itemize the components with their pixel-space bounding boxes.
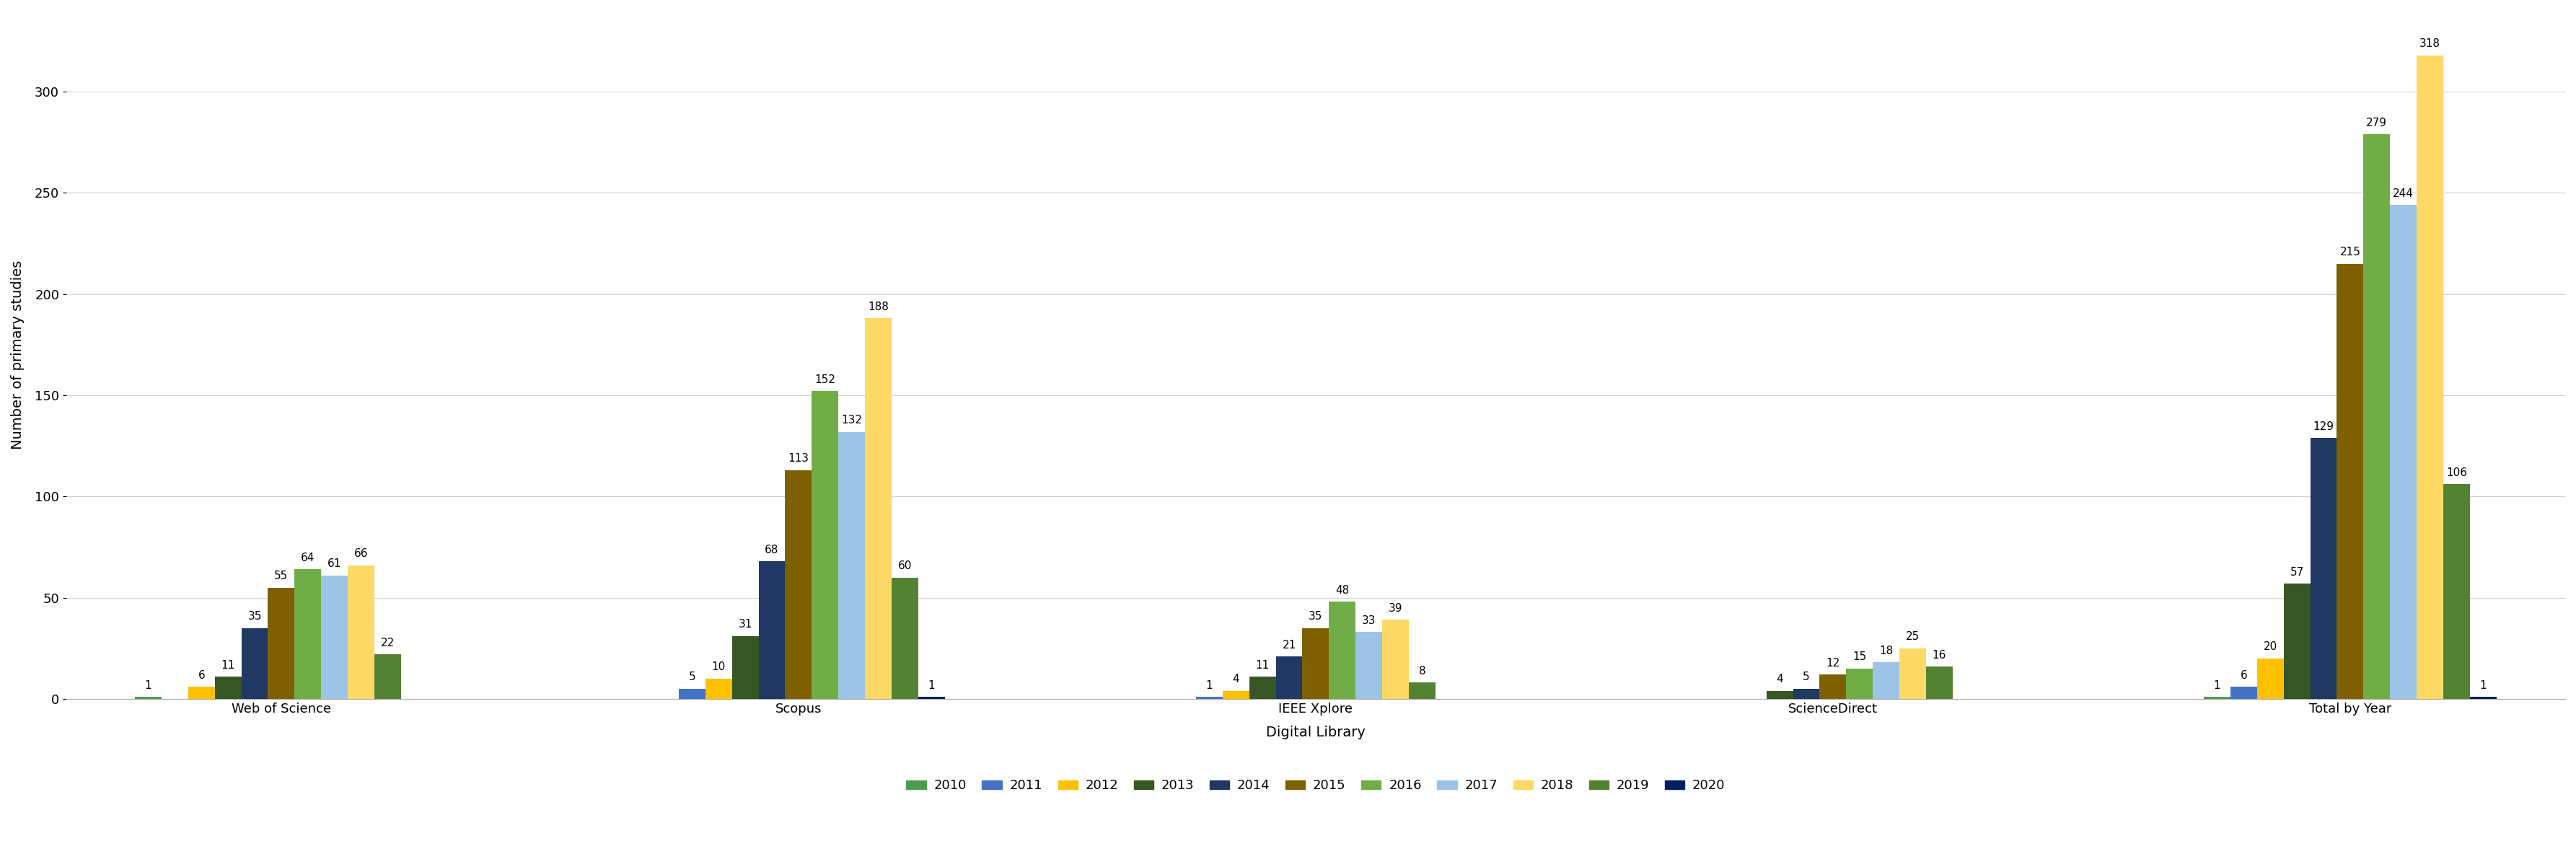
Text: 20: 20 xyxy=(2264,642,2277,652)
Text: 31: 31 xyxy=(739,619,752,630)
Bar xyxy=(1767,691,1793,699)
Text: 318: 318 xyxy=(2419,38,2439,49)
Bar xyxy=(2442,485,2470,699)
Bar xyxy=(917,697,945,699)
Bar xyxy=(374,655,402,699)
Text: 5: 5 xyxy=(688,672,696,682)
Text: 113: 113 xyxy=(788,453,809,464)
Bar xyxy=(1873,662,1899,699)
Text: 15: 15 xyxy=(1852,652,1868,662)
Text: 35: 35 xyxy=(1309,611,1321,622)
Text: 48: 48 xyxy=(1334,585,1350,596)
Text: 4: 4 xyxy=(1777,674,1783,685)
Text: 21: 21 xyxy=(1283,640,1296,650)
Bar xyxy=(2257,658,2285,699)
Bar xyxy=(757,561,786,699)
Bar xyxy=(837,432,866,699)
Text: 152: 152 xyxy=(814,375,835,385)
Text: 188: 188 xyxy=(868,302,889,312)
Text: 57: 57 xyxy=(2290,567,2303,577)
Bar xyxy=(134,697,162,699)
Text: 33: 33 xyxy=(1363,616,1376,626)
Text: 16: 16 xyxy=(1932,649,1947,661)
Bar xyxy=(1275,656,1303,699)
Text: 132: 132 xyxy=(842,414,863,426)
Bar xyxy=(2285,583,2311,699)
Text: 1: 1 xyxy=(144,680,152,691)
Bar xyxy=(1409,682,1435,699)
Bar xyxy=(2470,697,2496,699)
Text: 35: 35 xyxy=(247,611,263,622)
Text: 61: 61 xyxy=(327,558,343,570)
Bar xyxy=(2336,264,2362,699)
Bar xyxy=(1927,667,1953,699)
Bar xyxy=(1303,628,1329,699)
Text: 215: 215 xyxy=(2339,247,2360,257)
Bar xyxy=(811,391,837,699)
Bar xyxy=(866,318,891,699)
Y-axis label: Number of primary studies: Number of primary studies xyxy=(10,260,26,449)
X-axis label: Digital Library: Digital Library xyxy=(1265,726,1365,739)
Bar xyxy=(2416,55,2442,699)
Legend: 2010, 2011, 2012, 2013, 2014, 2015, 2016, 2017, 2018, 2019, 2020: 2010, 2011, 2012, 2013, 2014, 2015, 2016… xyxy=(902,774,1731,798)
Text: 1: 1 xyxy=(1206,680,1213,691)
Text: 25: 25 xyxy=(1906,631,1919,642)
Bar xyxy=(2205,697,2231,699)
Bar xyxy=(732,636,757,699)
Text: 39: 39 xyxy=(1388,603,1401,614)
Text: 64: 64 xyxy=(301,552,314,564)
Bar xyxy=(348,565,374,699)
Bar xyxy=(1224,691,1249,699)
Bar xyxy=(1847,668,1873,699)
Text: 1: 1 xyxy=(2481,680,2486,691)
Text: 129: 129 xyxy=(2313,420,2334,432)
Text: 11: 11 xyxy=(222,660,234,670)
Text: 55: 55 xyxy=(273,570,289,582)
Text: 10: 10 xyxy=(711,662,726,673)
Bar xyxy=(2311,438,2336,699)
Text: 1: 1 xyxy=(2213,680,2221,691)
Text: 66: 66 xyxy=(353,548,368,559)
Bar xyxy=(242,628,268,699)
Bar xyxy=(1195,697,1224,699)
Bar xyxy=(1355,632,1383,699)
Text: 5: 5 xyxy=(1803,672,1811,682)
Text: 244: 244 xyxy=(2393,188,2414,199)
Text: 18: 18 xyxy=(1880,646,1893,656)
Text: 6: 6 xyxy=(198,670,206,681)
Text: 279: 279 xyxy=(2367,117,2388,128)
Text: 60: 60 xyxy=(899,561,912,571)
Bar xyxy=(1249,676,1275,699)
Text: 106: 106 xyxy=(2447,467,2468,479)
Bar xyxy=(1383,620,1409,699)
Text: 6: 6 xyxy=(2241,670,2246,681)
Text: 1: 1 xyxy=(927,680,935,691)
Bar xyxy=(786,470,811,699)
Bar xyxy=(680,688,706,699)
Bar xyxy=(2231,687,2257,699)
Bar xyxy=(322,576,348,699)
Bar xyxy=(268,588,294,699)
Bar xyxy=(294,570,322,699)
Bar xyxy=(1793,688,1819,699)
Text: 22: 22 xyxy=(381,637,394,649)
Text: 68: 68 xyxy=(765,544,778,555)
Bar xyxy=(214,676,242,699)
Bar xyxy=(1329,602,1355,699)
Bar xyxy=(891,577,917,699)
Bar xyxy=(2362,134,2391,699)
Text: 8: 8 xyxy=(1419,666,1425,676)
Text: 12: 12 xyxy=(1826,658,1839,668)
Bar xyxy=(1899,649,1927,699)
Text: 4: 4 xyxy=(1231,674,1239,685)
Bar xyxy=(2391,205,2416,699)
Bar xyxy=(706,679,732,699)
Bar xyxy=(188,687,214,699)
Bar xyxy=(1819,675,1847,699)
Text: 11: 11 xyxy=(1255,660,1270,670)
